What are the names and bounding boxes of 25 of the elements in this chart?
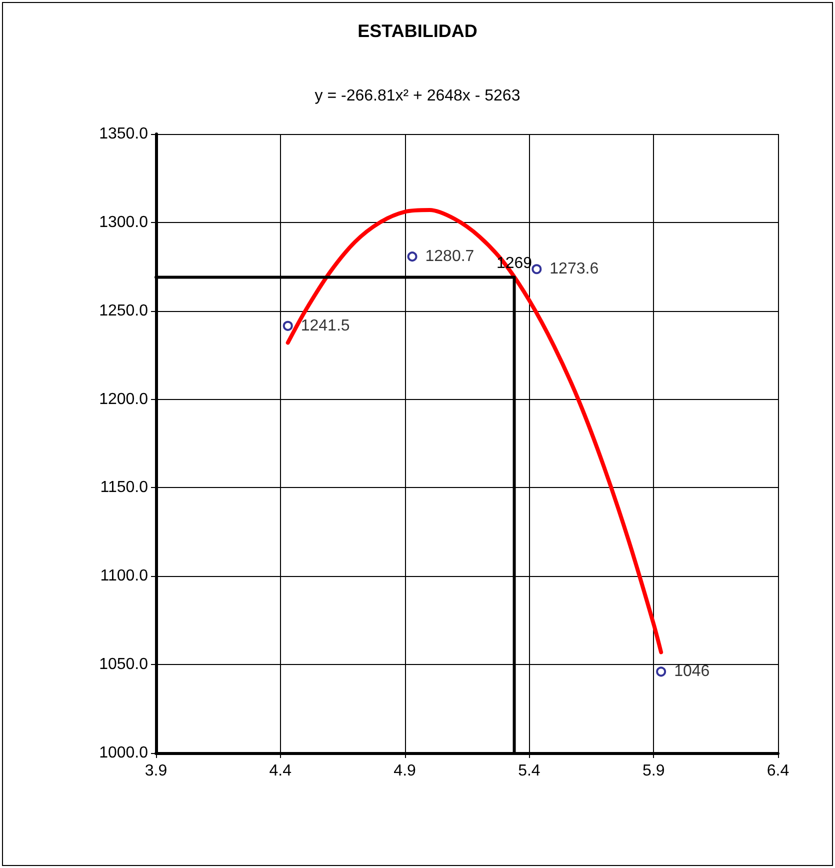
y-tick-label: 1000.0 xyxy=(99,744,148,762)
y-tick-label: 1300.0 xyxy=(99,214,148,231)
data-label: 1241.5 xyxy=(300,317,350,334)
y-tick-label: 1350.0 xyxy=(99,126,148,142)
text: y = -266.81x² + 2648x - 5263 xyxy=(314,88,520,104)
y-tick-label: 1100.0 xyxy=(100,568,148,585)
x-tick-label: 5.9 xyxy=(642,762,665,780)
y-tick-label: 1200.0 xyxy=(99,390,148,408)
point xyxy=(532,264,542,274)
y-tick-label: 1050.0 xyxy=(99,656,148,674)
y-tick-label: 1150.0 xyxy=(100,479,148,496)
data-label: 1046 xyxy=(674,663,710,680)
x-tick-label: 5.4 xyxy=(518,762,540,780)
chart-title: ESTABILIDAD xyxy=(358,21,478,41)
y-tick-label: 1250.0 xyxy=(99,302,148,320)
point xyxy=(282,320,293,331)
x-tick-label: 4.4 xyxy=(269,762,292,780)
line-series xyxy=(286,208,664,654)
x-tick-label: 4.9 xyxy=(394,762,416,780)
data-label: 1273.6 xyxy=(550,260,599,278)
data-label: 1280.7 xyxy=(425,248,474,266)
point xyxy=(407,252,418,262)
point xyxy=(656,666,666,677)
x-tick-label: 3.9 xyxy=(144,762,168,780)
x-tick-label: 6.4 xyxy=(766,762,790,780)
